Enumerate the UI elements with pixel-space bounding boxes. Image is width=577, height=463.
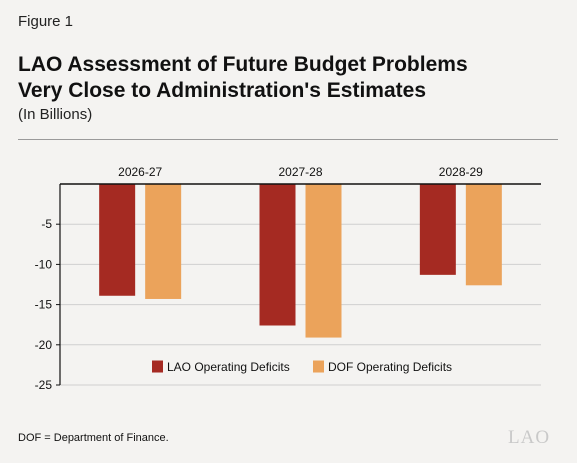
y-tick-label: -20 [35, 338, 53, 352]
legend-dof-swatch [313, 360, 324, 373]
footnote: DOF = Department of Finance. [18, 432, 169, 444]
title-divider [18, 139, 558, 140]
bar-dof [305, 184, 342, 338]
bar-dof [145, 184, 182, 299]
y-tick-label: -15 [35, 298, 53, 312]
legend-dof-label: DOF Operating Deficits [328, 360, 452, 374]
legend-lao-swatch [152, 360, 163, 373]
y-tick-label: -5 [41, 217, 52, 231]
chart-subtitle: (In Billions) [18, 106, 93, 123]
chart-title: LAO Assessment of Future Budget Problems… [18, 52, 558, 104]
y-tick-label: -25 [35, 378, 53, 392]
title-line-2: Very Close to Administration's Estimates [18, 79, 427, 102]
bar-dof [465, 184, 502, 286]
y-tick-label: -10 [35, 257, 53, 271]
category-label: 2026-27 [118, 165, 162, 179]
title-line-1: LAO Assessment of Future Budget Problems [18, 53, 468, 76]
category-label: 2027-28 [278, 165, 322, 179]
bar-chart: -5 -10 -15 -20 -25 2026-27 2027-28 2028-29 LAO O… [35, 165, 541, 392]
category-label: 2028-29 [439, 165, 483, 179]
legend-lao-label: LAO Operating Deficits [167, 360, 290, 374]
legend-background [140, 356, 462, 377]
bar-lao [419, 184, 456, 275]
bar-lao [99, 184, 136, 296]
figure-label: Figure 1 [18, 13, 74, 30]
lao-logo: LAO [508, 427, 551, 448]
bar-lao [259, 184, 296, 326]
